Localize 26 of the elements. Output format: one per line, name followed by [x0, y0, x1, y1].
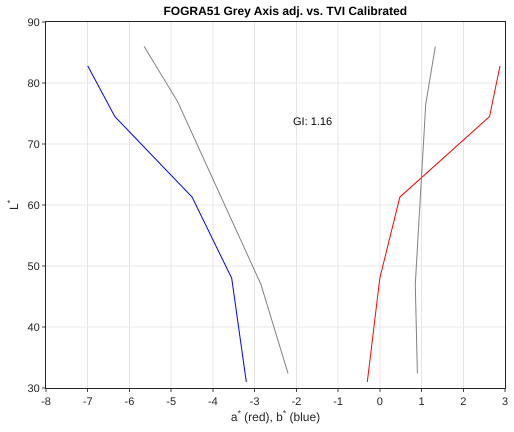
x-tick-label: -3 — [250, 396, 260, 408]
y-tick-label: 40 — [28, 322, 40, 334]
line-series — [414, 46, 436, 374]
x-tick-label: -6 — [124, 396, 134, 408]
y-tick-label: 50 — [28, 260, 40, 273]
x-tick-label: -1 — [333, 396, 343, 408]
y-tick-label: 60 — [28, 200, 40, 212]
x-tick-label: 0 — [376, 396, 383, 408]
x-tick-label: -4 — [208, 396, 218, 408]
chart-title: FOGRA51 Grey Axis adj. vs. TVI Calibrated — [163, 4, 408, 18]
y-tick-label: 70 — [28, 138, 40, 151]
x-axis-title: a$^{*}$ (red), b$^{*}$ (blue) — [230, 408, 320, 424]
annotation: GI: 1.16 — [293, 116, 332, 128]
y-tick-label: 30 — [28, 382, 40, 395]
line-series — [87, 65, 247, 382]
x-tick-label: 3 — [502, 396, 508, 408]
x-tick-label: 2 — [460, 396, 466, 408]
x-tick-label: -8 — [41, 396, 51, 408]
x-tick-label: -2 — [291, 396, 302, 408]
y-tick-label: 90 — [28, 16, 40, 29]
line-series — [144, 46, 289, 374]
y-tick-label: 80 — [28, 78, 40, 90]
x-tick-label: -5 — [166, 396, 176, 408]
x-tick-label: 1 — [418, 396, 425, 408]
line-series — [366, 65, 500, 382]
x-tick-label: -7 — [82, 396, 93, 408]
